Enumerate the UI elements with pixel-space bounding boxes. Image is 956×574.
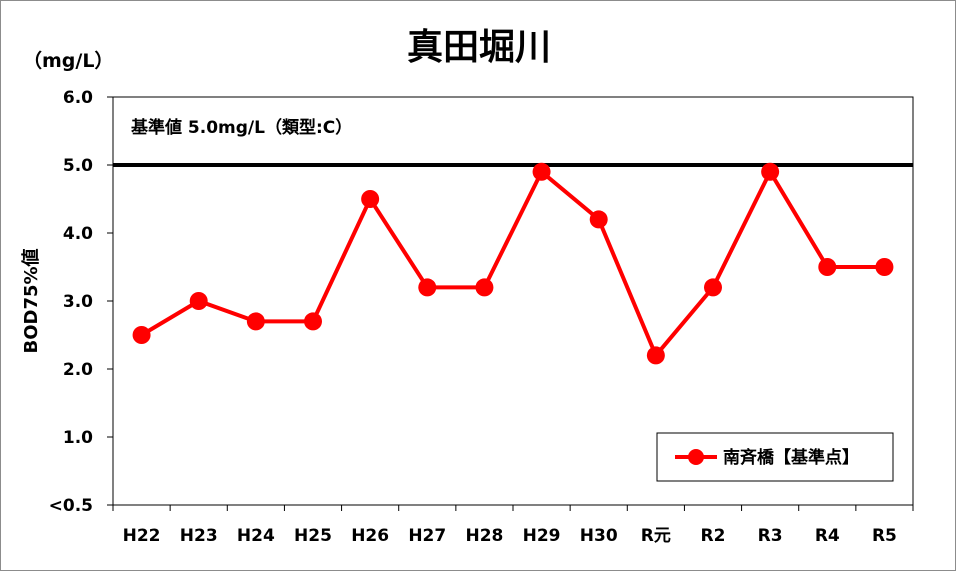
legend: 南斉橋【基準点】 xyxy=(656,432,894,482)
data-point xyxy=(646,346,665,365)
y-unit-label: （mg/L） xyxy=(23,49,113,72)
x-tick-label: R3 xyxy=(758,526,783,546)
data-point xyxy=(589,210,608,229)
x-tick-label: R5 xyxy=(872,526,897,546)
data-point xyxy=(761,162,780,181)
data-point xyxy=(704,278,722,297)
data-point xyxy=(818,258,837,276)
y-tick-label: 3.0 xyxy=(63,292,93,312)
x-tick-label: R2 xyxy=(701,526,726,546)
series-group xyxy=(132,162,894,365)
legend-marker-swatch xyxy=(688,449,704,465)
y-tick-label: <0.5 xyxy=(49,496,93,516)
y-tick-label: 2.0 xyxy=(63,360,93,380)
data-point xyxy=(304,312,322,331)
x-tick-label: H28 xyxy=(465,526,503,546)
x-tick-label: H25 xyxy=(294,526,332,546)
y-axis-label: BOD75%値 xyxy=(20,248,42,353)
x-tick-label: H23 xyxy=(180,526,218,546)
x-axis-ticks: H22 H23 H24 H25 H26 H27 H28 H29 H30 R元 R2 R3 R4 R5 xyxy=(112,505,914,546)
x-tick-label: H27 xyxy=(408,526,446,546)
data-point xyxy=(132,326,151,344)
x-tick-label: H24 xyxy=(237,526,275,546)
chart-title: 真田堀川 xyxy=(407,27,551,68)
data-point xyxy=(418,278,437,297)
legend-series-label: 南斉橋【基準点】 xyxy=(723,447,859,468)
x-tick-label: H29 xyxy=(523,526,561,546)
x-tick-label: H22 xyxy=(123,526,161,546)
y-axis-ticks: <0.5 1.0 2.0 3.0 4.0 5.0 6.0 xyxy=(49,88,113,516)
standard-label: 基準値 5.0mg/L（類型:C） xyxy=(130,117,352,138)
data-point xyxy=(361,190,380,208)
data-point xyxy=(475,278,494,297)
x-tick-label: R元 xyxy=(641,526,671,546)
x-tick-label: H26 xyxy=(351,526,389,546)
data-point xyxy=(189,292,208,310)
data-point xyxy=(875,258,894,276)
y-tick-label: 1.0 xyxy=(63,428,93,448)
x-tick-label: R4 xyxy=(815,526,840,546)
y-tick-label: 5.0 xyxy=(63,156,93,176)
series-line xyxy=(140,167,885,360)
data-point xyxy=(246,312,265,331)
x-tick-label: H30 xyxy=(580,526,618,546)
y-tick-label: 6.0 xyxy=(63,88,93,108)
y-tick-label: 4.0 xyxy=(63,224,93,244)
data-point xyxy=(532,162,551,181)
